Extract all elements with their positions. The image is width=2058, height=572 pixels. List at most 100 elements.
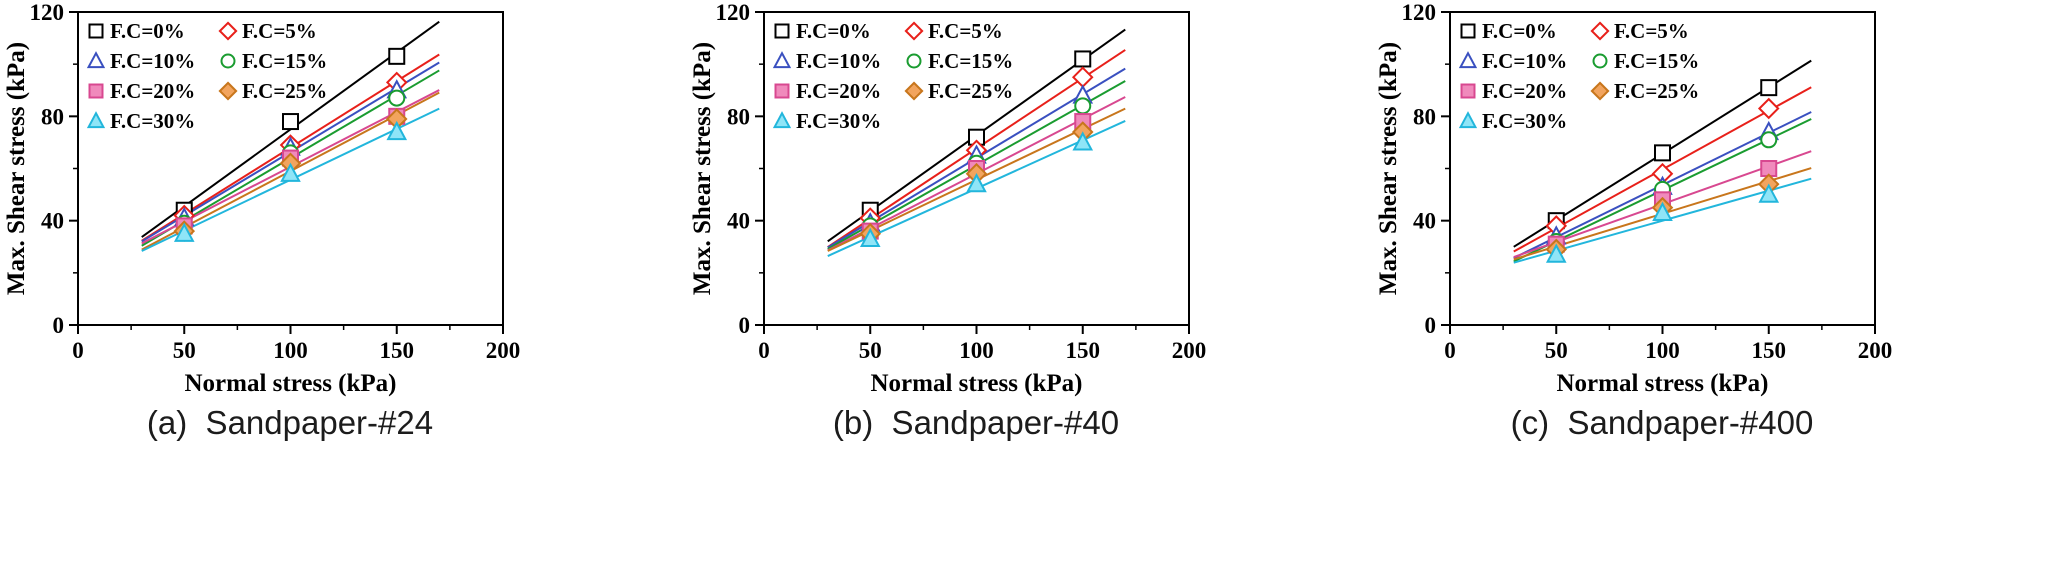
legend-marker-F.C=20% [88,83,104,99]
y-tick-label: 120 [30,0,65,25]
legend-marker-F.C=25% [218,81,238,101]
marker-F.C=5% [1757,97,1780,120]
legend-label-F.C=15%: F.C=15% [928,49,1013,73]
legend-marker-F.C=0% [774,23,790,39]
figure-caption-c: (c) Sandpaper-#400 [1510,404,1814,441]
legend-marker-F.C=30% [86,111,106,129]
marker-F.C=0% [282,113,299,131]
x-tick-label: 50 [1545,338,1568,363]
legend-label-F.C=5%: F.C=5% [1614,19,1689,43]
legend-marker-F.C=25% [1590,81,1610,101]
figure: 0 50 100 150 200 0 40 80 120 Normal stress (kPa) M… [0,0,2058,442]
panel-a: 0 50 100 150 200 0 40 80 120 Normal stress (kPa) M… [0,0,686,442]
x-tick-label: 150 [1752,338,1787,363]
x-tick-label: 0 [72,338,84,363]
legend: F.C=0% F.C=5% F.C=10% F.C=15% F.C=20% F.C=25%… [86,19,327,133]
x-tick-label: 200 [1858,338,1893,363]
legend: F.C=0% F.C=5% F.C=10% F.C=15% F.C=20% F.C=25%… [1458,19,1699,133]
chart-sandpaper-40: 0 50 100 150 200 0 40 80 120 Normal stress (kPa) M… [689,0,1207,397]
marker-F.C=0% [1074,50,1092,68]
x-tick-label: 0 [758,338,770,363]
legend: F.C=0% F.C=5% F.C=10% F.C=15% F.C=20% F.C=25%… [772,19,1013,133]
marker-F.C=30% [966,173,987,193]
legend-label-F.C=25%: F.C=25% [242,79,327,103]
y-tick-label: 80 [41,104,64,129]
marker-F.C=30% [859,227,881,248]
marker-F.C=5% [1071,66,1094,88]
legend-label-F.C=0%: F.C=0% [110,19,185,43]
legend-label-F.C=30%: F.C=30% [796,109,881,133]
legend-marker-F.C=0% [1460,23,1476,39]
marker-F.C=0% [1654,144,1671,162]
marker-F.C=30% [280,162,301,182]
y-tick-label: 40 [727,209,750,234]
legend-marker-F.C=30% [772,111,792,129]
x-tick-label: 100 [959,338,994,363]
legend-label-F.C=5%: F.C=5% [242,19,317,43]
marker-F.C=30% [1652,201,1673,221]
y-tick-label: 0 [53,313,65,338]
legend-marker-F.C=30% [1458,111,1478,129]
y-axis-label: Max. Shear stress (kPa) [689,42,716,295]
y-tick-label: 40 [41,209,64,234]
x-tick-label: 100 [273,338,308,363]
x-axis-label: Normal stress (kPa) [871,370,1083,397]
legend-marker-F.C=5% [218,21,238,41]
marker-F.C=15% [1760,131,1778,149]
chart-sandpaper-24: 0 50 100 150 200 0 40 80 120 Normal stress (kPa) M… [3,0,521,397]
marker-F.C=15% [388,89,406,107]
legend-label-F.C=30%: F.C=30% [1482,109,1567,133]
legend-label-F.C=20%: F.C=20% [110,79,195,103]
legend-marker-F.C=15% [220,53,236,69]
x-tick-label: 200 [486,338,521,363]
marker-F.C=15% [1074,97,1092,115]
legend-marker-F.C=10% [1458,51,1478,69]
legend-label-F.C=10%: F.C=10% [110,49,195,73]
legend-marker-F.C=10% [772,51,792,69]
figure-caption-a: (a) Sandpaper-#24 [146,404,434,441]
marker-F.C=0% [1760,79,1778,97]
x-tick-label: 0 [1444,338,1456,363]
y-tick-label: 80 [1413,104,1436,129]
x-tick-label: 50 [173,338,196,363]
y-tick-label: 120 [716,0,751,25]
legend-label-F.C=10%: F.C=10% [796,49,881,73]
marker-F.C=30% [1758,183,1780,203]
marker-F.C=0% [388,47,406,65]
y-tick-label: 80 [727,104,750,129]
panel-c: 0 50 100 150 200 0 40 80 120 Normal stress (kPa) M… [1372,0,2058,442]
legend-label-F.C=5%: F.C=5% [928,19,1003,43]
y-axis-label: Max. Shear stress (kPa) [1375,42,1402,295]
marker-F.C=30% [386,120,408,141]
x-tick-label: 100 [1645,338,1680,363]
legend-label-F.C=20%: F.C=20% [1482,79,1567,103]
y-tick-label: 0 [739,313,751,338]
legend-marker-F.C=10% [86,51,106,69]
legend-marker-F.C=5% [904,21,924,41]
x-tick-label: 200 [1172,338,1207,363]
x-tick-label: 150 [380,338,415,363]
legend-label-F.C=25%: F.C=25% [928,79,1013,103]
marker-F.C=30% [1545,243,1567,263]
x-axis-label: Normal stress (kPa) [1557,370,1769,397]
y-tick-label: 40 [1413,209,1436,234]
legend-marker-F.C=25% [904,81,924,101]
legend-label-F.C=30%: F.C=30% [110,109,195,133]
y-tick-label: 0 [1425,313,1437,338]
legend-marker-F.C=5% [1590,21,1610,41]
x-axis-label: Normal stress (kPa) [185,370,397,397]
panel-b: 0 50 100 150 200 0 40 80 120 Normal stress (kPa) M… [686,0,1372,442]
marker-F.C=30% [1072,131,1094,151]
legend-label-F.C=25%: F.C=25% [1614,79,1699,103]
y-axis-label: Max. Shear stress (kPa) [3,42,30,295]
legend-marker-F.C=15% [1592,53,1608,69]
legend-label-F.C=0%: F.C=0% [1482,19,1557,43]
x-tick-label: 150 [1066,338,1101,363]
legend-label-F.C=15%: F.C=15% [242,49,327,73]
legend-marker-F.C=0% [88,23,104,39]
legend-marker-F.C=20% [774,83,790,99]
legend-label-F.C=20%: F.C=20% [796,79,881,103]
chart-sandpaper-400: 0 50 100 150 200 0 40 80 120 Normal stress (kPa) M… [1375,0,1893,397]
figure-caption-b: (b) Sandpaper-#40 [832,404,1120,441]
legend-label-F.C=0%: F.C=0% [796,19,871,43]
